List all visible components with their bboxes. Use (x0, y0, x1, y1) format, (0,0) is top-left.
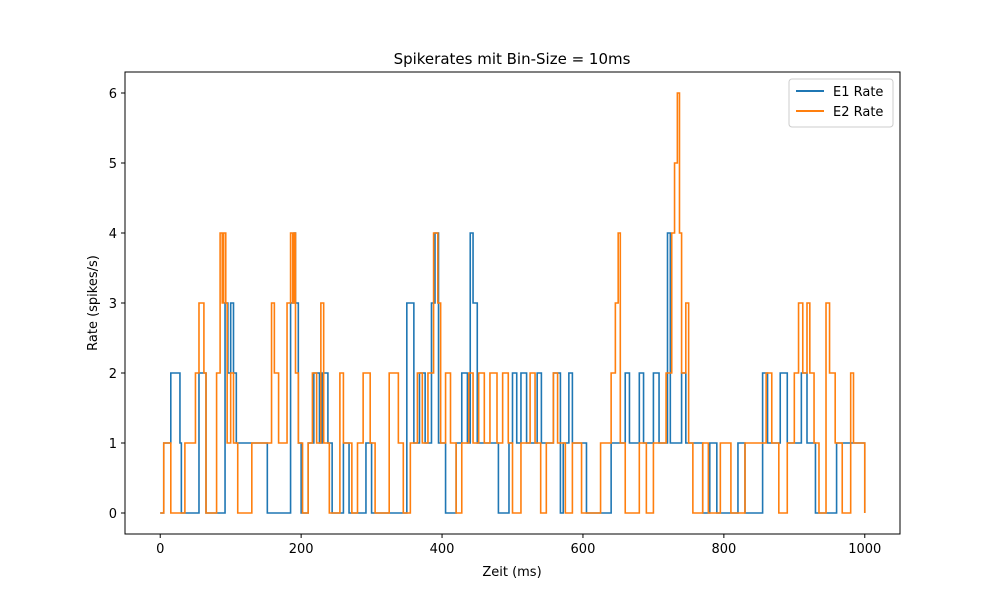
y-axis-ticks: 0 1 2 3 4 5 6 (109, 87, 125, 522)
legend: E1 Rate E2 Rate (788, 78, 894, 128)
y-tick-label: 5 (109, 157, 117, 172)
y-axis-label: Rate (spikes/s) (86, 255, 101, 351)
series-line-e2-rate (160, 92, 866, 514)
y-tick-label: 3 (109, 297, 117, 312)
x-axis-label: Zeit (ms) (482, 565, 541, 580)
x-tick-label: 200 (289, 542, 314, 557)
y-tick-label: 4 (109, 227, 117, 242)
x-tick-label: 400 (430, 542, 455, 557)
chart-title: Spikerates mit Bin-Size = 10ms (394, 50, 631, 68)
y-tick-label: 1 (109, 437, 117, 452)
series-lines (160, 92, 866, 514)
legend-label-e1: E1 Rate (833, 85, 883, 100)
legend-label-e2: E2 Rate (833, 105, 883, 120)
x-axis-ticks: 0 200 400 600 800 1000 (156, 534, 881, 557)
y-tick-label: 2 (109, 367, 117, 382)
x-tick-label: 800 (711, 542, 736, 557)
y-tick-label: 0 (109, 507, 117, 522)
x-tick-label: 0 (156, 542, 164, 557)
x-tick-label: 1000 (848, 542, 881, 557)
x-tick-label: 600 (571, 542, 596, 557)
y-tick-label: 6 (109, 87, 117, 102)
